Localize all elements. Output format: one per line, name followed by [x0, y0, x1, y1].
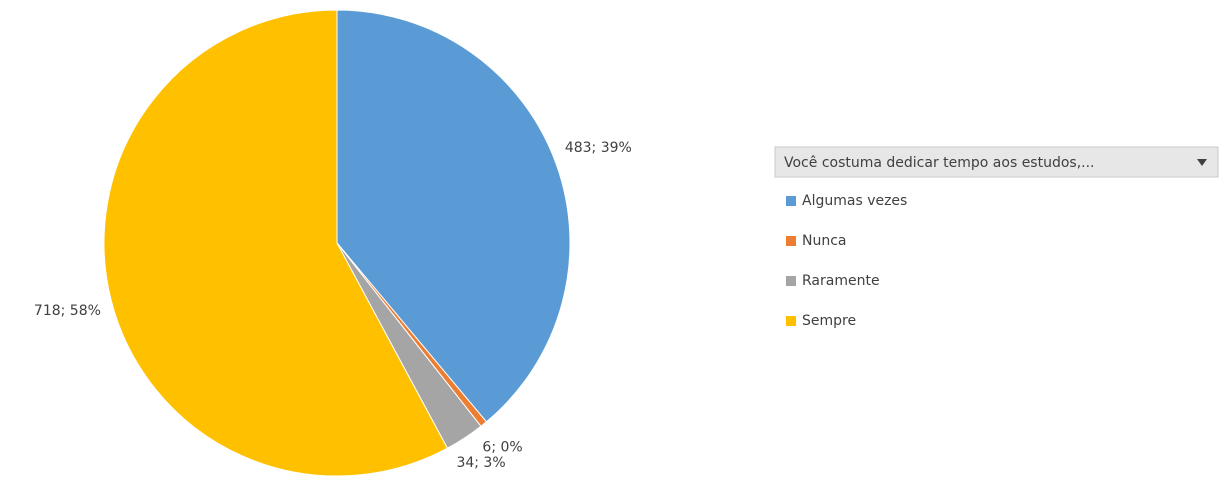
field-button[interactable]	[774, 146, 1219, 178]
legend-swatch	[786, 196, 796, 206]
legend-title: Você costuma dedicar tempo aos estudos,.…	[784, 155, 1095, 171]
data-label: 6; 0%	[482, 439, 522, 455]
dropdown-arrow[interactable]	[1197, 159, 1207, 166]
pie-slice	[103, 9, 449, 477]
legend-swatch	[786, 276, 796, 286]
legend-label: Raramente	[802, 273, 880, 289]
data-label: 718; 58%	[34, 303, 101, 319]
data-label: 483; 39%	[565, 140, 632, 156]
pie-slice	[336, 9, 571, 423]
legend-label: Algumas vezes	[802, 193, 907, 209]
data-label: 34; 3%	[456, 455, 505, 471]
legend-label: Nunca	[802, 233, 847, 249]
legend-swatch	[786, 236, 796, 246]
legend-swatch	[786, 316, 796, 326]
legend-label: Sempre	[802, 313, 856, 329]
legend-header[interactable]: Você costuma dedicar tempo aos estudos,.…	[774, 146, 1219, 178]
